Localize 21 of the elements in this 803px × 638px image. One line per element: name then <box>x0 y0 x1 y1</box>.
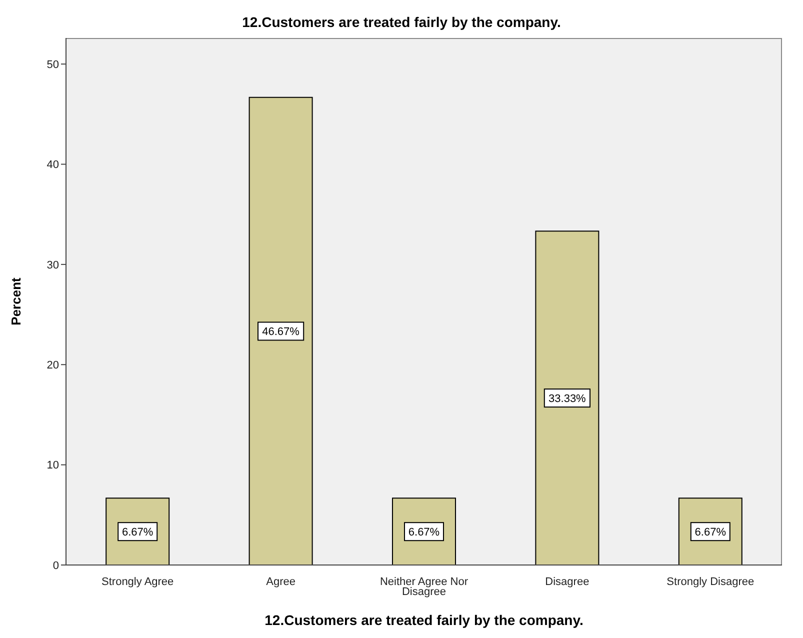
y-tick-label: 40 <box>46 159 59 172</box>
y-tick-label: 10 <box>46 460 59 472</box>
y-tick-label: 20 <box>46 360 59 372</box>
bar <box>535 230 600 565</box>
data-label: 33.33% <box>548 393 586 406</box>
y-tick-label: 0 <box>52 560 59 572</box>
x-tick-label: Strongly Disagree <box>666 576 754 588</box>
x-tick-label: Disagree <box>545 576 590 588</box>
y-tick-label: 50 <box>46 58 59 71</box>
data-label: 6.67% <box>408 526 440 539</box>
bar <box>248 96 313 565</box>
chart-title: 12.Customers are treated fairly by the company. <box>241 14 562 30</box>
data-label: 6.67% <box>694 526 726 539</box>
data-label: 6.67% <box>122 526 154 539</box>
x-tick-label: Strongly Agree <box>102 576 174 588</box>
x-axis-title: 12.Customers are treated fairly by the company. <box>264 612 584 628</box>
y-axis-title: Percent <box>8 276 24 326</box>
x-tick-label: Agree <box>266 576 296 588</box>
y-tick-label: 30 <box>46 259 59 272</box>
x-tick-label: Neither Agree Nor Disagree <box>380 576 468 598</box>
data-label: 46.67% <box>262 326 300 338</box>
